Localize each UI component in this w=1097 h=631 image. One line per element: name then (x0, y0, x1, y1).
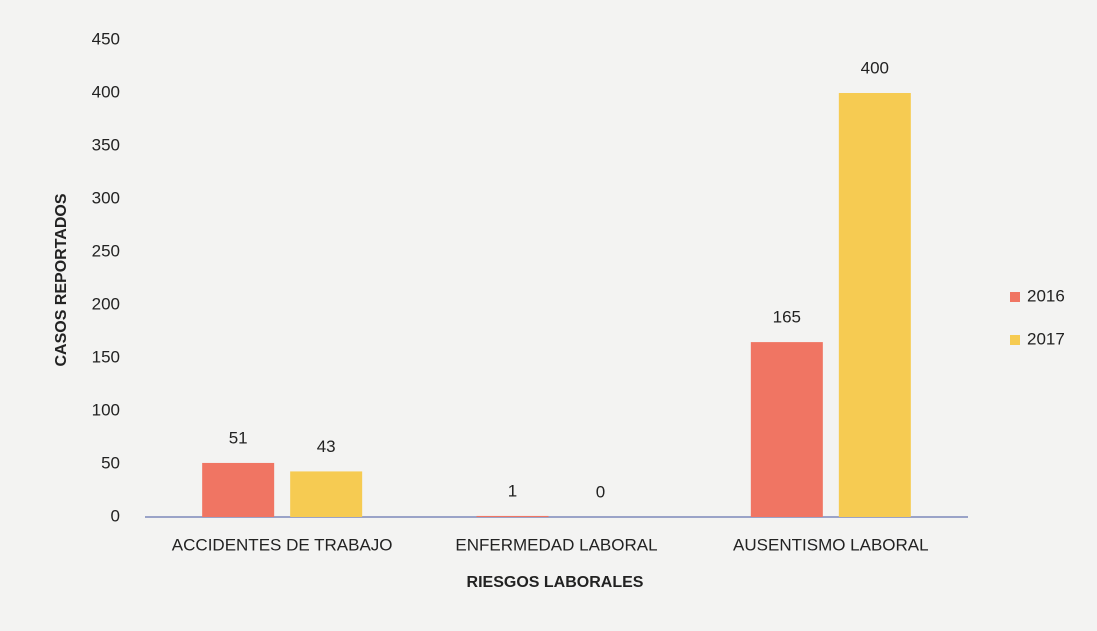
bar (202, 462, 275, 517)
y-tick-label: 0 (111, 506, 120, 525)
y-tick-label: 50 (101, 453, 120, 472)
x-tick-label: ENFERMEDAD LABORAL (455, 535, 657, 554)
y-tick-label: 250 (92, 241, 120, 260)
legend-swatch (1010, 335, 1020, 345)
y-tick-label: 100 (92, 400, 120, 419)
bar (838, 93, 911, 517)
x-tick-label: ACCIDENTES DE TRABAJO (172, 535, 393, 554)
data-label: 0 (596, 482, 605, 501)
legend-label: 2016 (1027, 286, 1065, 305)
y-tick-label: 450 (92, 29, 120, 48)
data-label: 51 (229, 428, 248, 447)
y-tick-label: 300 (92, 188, 120, 207)
data-label: 400 (861, 58, 889, 77)
y-tick-label: 200 (92, 294, 120, 313)
legend-swatch (1010, 292, 1020, 302)
y-tick-label: 350 (92, 135, 120, 154)
legend-label: 2017 (1027, 329, 1065, 348)
data-label: 43 (317, 437, 336, 456)
bar (290, 471, 363, 517)
x-axis-title: RIESGOS LABORALES (467, 574, 644, 591)
x-tick-label: AUSENTISMO LABORAL (733, 535, 929, 554)
bar (476, 515, 549, 517)
data-label: 1 (508, 481, 517, 500)
bar (750, 342, 823, 517)
data-label: 165 (773, 308, 801, 327)
y-tick-label: 150 (92, 347, 120, 366)
y-tick-label: 400 (92, 82, 120, 101)
y-axis-title: CASOS REPORTADOS (53, 193, 70, 366)
